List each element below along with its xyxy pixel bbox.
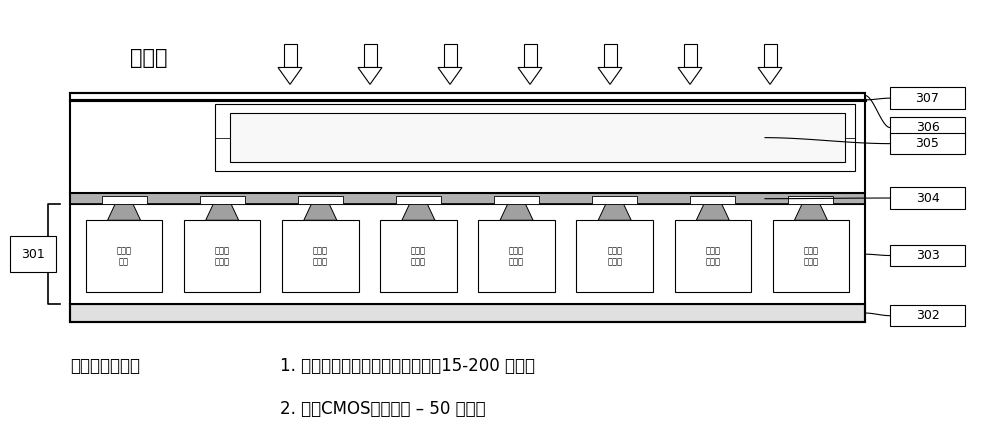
Bar (380, 220, 457, 292)
Bar (102, 196, 147, 204)
Polygon shape (500, 204, 533, 220)
Bar (86, 220, 162, 292)
Bar (284, 44, 296, 67)
Polygon shape (206, 204, 239, 220)
Text: 入射光: 入射光 (130, 48, 168, 68)
Text: 2. 硅基CMOS（亚微米 – 50 微米）: 2. 硅基CMOS（亚微米 – 50 微米） (280, 400, 486, 418)
Bar (524, 44, 537, 67)
Bar (576, 220, 653, 292)
Text: 305: 305 (916, 137, 939, 150)
Bar (890, 133, 965, 155)
Text: 302: 302 (916, 309, 939, 322)
Text: 象元读
出电路: 象元读 出电路 (411, 246, 426, 266)
Bar (764, 44, 777, 67)
Bar (592, 196, 637, 204)
Bar (70, 93, 865, 322)
Bar (494, 196, 539, 204)
Bar (70, 193, 865, 204)
Bar (70, 93, 865, 193)
Bar (184, 220, 260, 292)
Text: 1. 金属氧化物或硅基薄膜晶体管（15-200 微米）: 1. 金属氧化物或硅基薄膜晶体管（15-200 微米） (280, 357, 535, 376)
Polygon shape (598, 204, 631, 220)
Text: 304: 304 (916, 191, 939, 205)
Polygon shape (794, 204, 827, 220)
Text: 象元读
出电路: 象元读 出电路 (607, 246, 622, 266)
Polygon shape (678, 67, 702, 84)
Bar (890, 117, 965, 138)
Bar (10, 236, 56, 272)
Polygon shape (518, 67, 542, 84)
Bar (890, 187, 965, 209)
Bar (773, 220, 849, 292)
Text: 象元读
出电路: 象元读 出电路 (509, 246, 524, 266)
Text: 象元读
出电路: 象元读 出电路 (215, 246, 230, 266)
Bar (298, 196, 343, 204)
Bar (690, 196, 735, 204)
Text: 307: 307 (916, 91, 939, 105)
Bar (675, 220, 751, 292)
Bar (890, 87, 965, 109)
Polygon shape (598, 67, 622, 84)
Bar (282, 220, 359, 292)
Bar (230, 113, 845, 162)
Bar (364, 44, 376, 67)
Bar (200, 196, 245, 204)
Bar (215, 104, 855, 171)
Bar (70, 204, 865, 304)
Text: 象元读出电路：: 象元读出电路： (70, 357, 140, 376)
Text: 象元读
出电路: 象元读 出电路 (705, 246, 720, 266)
Bar (890, 245, 965, 266)
Bar (396, 196, 441, 204)
Bar (788, 196, 833, 204)
Polygon shape (278, 67, 302, 84)
Text: 306: 306 (916, 121, 939, 134)
Bar (70, 304, 865, 322)
Text: 上电极
连接: 上电极 连接 (117, 246, 132, 266)
Bar (890, 305, 965, 326)
Polygon shape (758, 67, 782, 84)
Polygon shape (438, 67, 462, 84)
Bar (684, 44, 696, 67)
Text: 象元读
出电路: 象元读 出电路 (313, 246, 328, 266)
Text: 象元读
出电路: 象元读 出电路 (803, 246, 818, 266)
Text: 301: 301 (21, 248, 45, 261)
Text: 303: 303 (916, 249, 939, 262)
Polygon shape (108, 204, 141, 220)
Polygon shape (304, 204, 337, 220)
Bar (604, 44, 616, 67)
Polygon shape (696, 204, 729, 220)
Bar (444, 44, 456, 67)
Polygon shape (402, 204, 435, 220)
Bar (478, 220, 555, 292)
Polygon shape (358, 67, 382, 84)
